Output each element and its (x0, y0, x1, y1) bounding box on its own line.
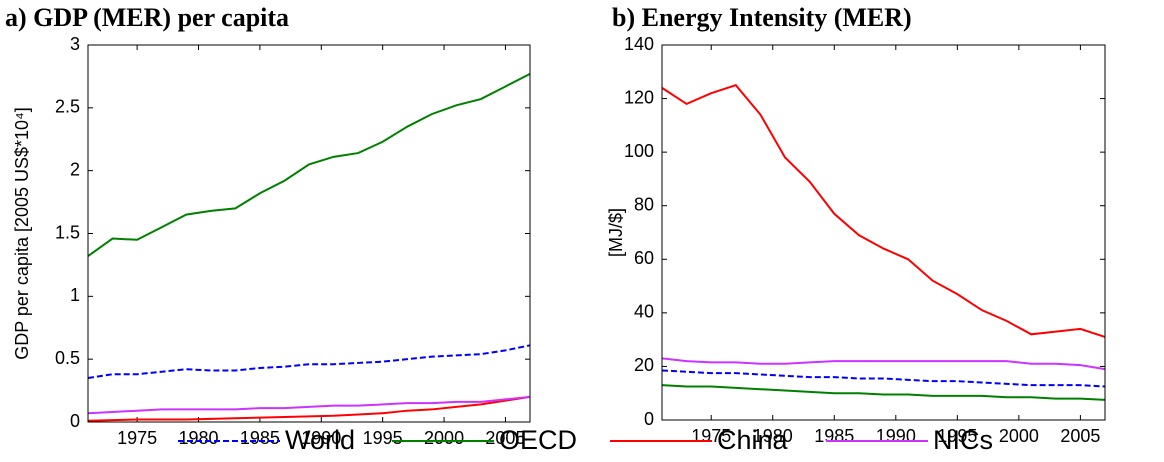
x-tick-label: 2005 (485, 428, 525, 448)
y-axis-label: [MJ/$] (606, 208, 626, 257)
data-line (661, 384, 1106, 401)
y-tick-label: 2.5 (55, 97, 80, 117)
legend-label: World (285, 425, 355, 455)
x-tick-label: 1980 (753, 426, 793, 446)
legend-label: OECD (499, 425, 577, 455)
y-tick-label: 0.5 (55, 348, 80, 368)
x-tick-label: 2000 (424, 428, 464, 448)
data-line (87, 395, 531, 422)
plot-frame (661, 44, 1106, 421)
y-tick-label: 140 (624, 34, 654, 54)
legend-label: NICs (933, 425, 993, 455)
y-tick-label: 0 (70, 411, 80, 431)
data-line (87, 344, 531, 380)
x-tick-label: 1985 (240, 428, 280, 448)
legend-label: China (717, 425, 789, 455)
chart-title: b) Energy Intensity (MER) (612, 3, 912, 32)
y-tick-label: 60 (634, 248, 654, 268)
y-tick-label: 20 (634, 355, 654, 375)
x-tick-label: 1980 (178, 428, 218, 448)
y-tick-label: 3 (70, 34, 80, 54)
y-tick-label: 1 (70, 285, 80, 305)
y-tick-label: 2 (70, 159, 80, 179)
plot-frame (87, 44, 531, 423)
x-tick-label: 1985 (814, 426, 854, 446)
data-line (87, 73, 531, 257)
data-line (661, 357, 1106, 371)
x-tick-label: 2000 (999, 426, 1039, 446)
x-tick-label: 2005 (1060, 426, 1100, 446)
x-tick-label: 1975 (117, 428, 157, 448)
y-tick-label: 80 (634, 194, 654, 214)
x-tick-label: 1990 (876, 426, 916, 446)
y-tick-label: 120 (624, 87, 654, 107)
y-axis-label: GDP per capita [2005 US$*10⁴] (12, 107, 32, 360)
y-tick-label: 40 (634, 302, 654, 322)
y-tick-label: 100 (624, 141, 654, 161)
data-line (87, 395, 531, 415)
data-line (661, 369, 1106, 388)
x-tick-label: 1990 (301, 428, 341, 448)
chart-title: a) GDP (MER) per capita (5, 3, 289, 32)
data-line (661, 84, 1106, 338)
x-tick-label: 1995 (937, 426, 977, 446)
x-tick-label: 1995 (363, 428, 403, 448)
y-tick-label: 0 (644, 409, 654, 429)
y-tick-label: 1.5 (55, 222, 80, 242)
